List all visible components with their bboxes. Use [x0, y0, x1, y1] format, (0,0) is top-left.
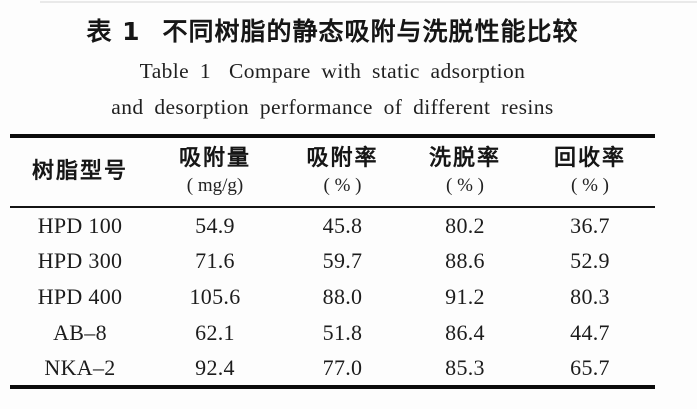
cell-resin-name: AB–8	[53, 320, 107, 345]
cell-resin-name: NKA–2	[44, 355, 116, 380]
column-header-adsorption-capacity: 吸附量 ( mg/g)	[150, 136, 280, 208]
cell-value: 59.7	[322, 248, 363, 273]
cell-value: 71.6	[195, 248, 235, 273]
table-body: HPD 100 54.9 45.8 80.2 36.7 HPD 300 71.6…	[10, 207, 655, 387]
table-caption-en-text1: Compare with static adsorption	[229, 59, 526, 83]
cell-value: 45.8	[322, 212, 363, 238]
cell-value: 51.8	[322, 320, 363, 345]
table-block: 表 1 不同树脂的静态吸附与洗脱性能比较 Table 1 Compare with …	[10, 0, 655, 389]
cell-value: 44.7	[570, 320, 610, 345]
cell-resin-name: HPD 100	[37, 212, 123, 238]
cell-value: 36.7	[570, 212, 610, 238]
table-row: NKA–2 92.4 77.0 85.3 65.7	[10, 351, 655, 387]
cell-value: 54.9	[195, 212, 235, 238]
cell-value: 52.9	[570, 248, 610, 273]
column-header-recovery-rate: 回收率 ( % )	[525, 136, 655, 208]
scan-artifact-line	[40, 1, 697, 3]
cell-value: 80.3	[570, 284, 610, 309]
resin-performance-table: 树脂型号 吸附量 ( mg/g) 吸附率 ( % ) 洗脱率 ( % )	[10, 134, 655, 389]
column-header-resin-type: 树脂型号	[10, 136, 150, 208]
cell-value: 105.6	[189, 284, 241, 309]
table-caption-en-line1: Table 1 Compare with static adsorption	[10, 53, 655, 89]
cell-value: 85.3	[445, 355, 485, 380]
table-row: HPD 100 54.9 45.8 80.2 36.7	[10, 207, 655, 243]
table-caption-en: Table 1 Compare with static adsorption an…	[10, 53, 655, 125]
cell-value: 88.6	[445, 248, 485, 273]
column-header-adsorption-rate: 吸附率 ( % )	[280, 136, 405, 208]
table-caption-zh-label: 表 1	[86, 17, 141, 46]
table-row: AB–8 62.1 51.8 86.4 44.7	[10, 315, 655, 351]
table-header: 树脂型号 吸附量 ( mg/g) 吸附率 ( % ) 洗脱率 ( % )	[10, 136, 655, 208]
cell-value: 88.0	[322, 284, 363, 309]
column-header-desorption-rate: 洗脱率 ( % )	[405, 136, 525, 208]
cell-value: 62.1	[195, 320, 235, 345]
cell-value: 80.2	[445, 212, 485, 238]
table-caption-zh: 表 1 不同树脂的静态吸附与洗脱性能比较	[10, 15, 655, 49]
cell-value: 65.7	[570, 355, 610, 380]
cell-resin-name: HPD 300	[37, 248, 123, 273]
cell-value: 91.2	[445, 284, 485, 309]
header-row: 树脂型号 吸附量 ( mg/g) 吸附率 ( % ) 洗脱率 ( % )	[10, 136, 655, 208]
cell-value: 86.4	[445, 320, 485, 345]
table-caption-en-label: Table 1	[139, 59, 212, 83]
table-caption-zh-text: 不同树脂的静态吸附与洗脱性能比较	[162, 17, 579, 46]
cell-value: 92.4	[195, 355, 235, 380]
table-row: HPD 400 105.6 88.0 91.2 80.3	[10, 279, 655, 315]
table-row: HPD 300 71.6 59.7 88.6 52.9	[10, 243, 655, 279]
cell-value: 77.0	[322, 355, 363, 380]
cell-resin-name: HPD 400	[37, 284, 123, 309]
table-caption-en-line2: and desorption performance of different …	[111, 95, 554, 119]
